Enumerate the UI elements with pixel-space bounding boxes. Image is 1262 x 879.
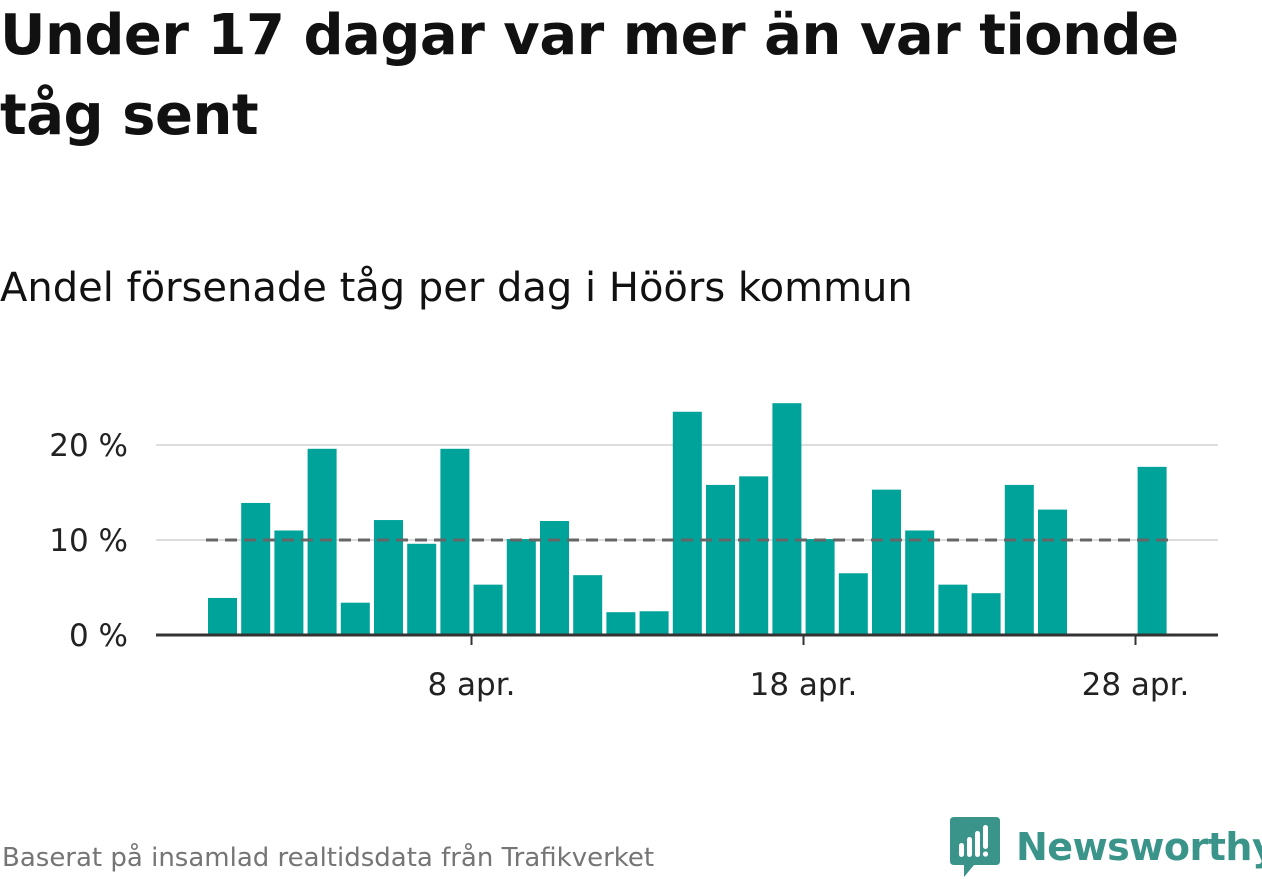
- bar: [606, 612, 636, 635]
- bar: [506, 539, 536, 635]
- bar: [540, 521, 569, 635]
- x-tick-label: 8 apr.: [427, 667, 515, 703]
- bar: [772, 403, 802, 635]
- bar: [374, 520, 403, 635]
- bar: [1038, 509, 1067, 635]
- chart-subtitle: Andel försenade tåg per dag i Höörs komm…: [0, 265, 913, 311]
- bar: [208, 597, 237, 635]
- bar: [1137, 466, 1167, 635]
- bar: [340, 602, 370, 635]
- bar: [274, 530, 304, 635]
- bar: [573, 575, 603, 635]
- bar: [639, 611, 669, 635]
- source-note: Baserat på insamlad realtidsdata från Tr…: [2, 843, 655, 873]
- bar: [407, 543, 437, 635]
- y-tick-label: 20 %: [49, 428, 128, 464]
- bar: [971, 593, 1001, 635]
- bar: [440, 448, 470, 635]
- bar: [241, 502, 271, 635]
- bar: [1004, 484, 1034, 635]
- bar: [473, 584, 503, 635]
- logo-dot: [982, 851, 989, 857]
- logo-bar-4: [983, 825, 988, 849]
- y-tick-label: 0 %: [69, 618, 128, 654]
- bar: [872, 489, 901, 635]
- x-tick-label: 18 apr.: [750, 667, 858, 703]
- bar: [706, 484, 735, 635]
- bars: [208, 403, 1167, 635]
- bar: [838, 573, 868, 635]
- logo-bar-3: [975, 831, 980, 857]
- chart-title: Under 17 dagar var mer än var tionde tåg…: [0, 3, 1179, 148]
- bar: [739, 476, 769, 635]
- logo-text: Newsworthy: [1016, 825, 1262, 869]
- bar: [938, 584, 968, 635]
- axes: 0 % 10 % 20 % 8 apr. 18 apr. 28 apr.: [49, 428, 1218, 703]
- bar: [905, 530, 935, 635]
- y-tick-label: 10 %: [49, 523, 128, 559]
- bar: [672, 411, 702, 635]
- logo-bar-2: [967, 837, 972, 857]
- logo-bar-1: [959, 843, 964, 857]
- bar: [805, 539, 835, 635]
- newsworthy-logo: Newsworthy: [950, 816, 1262, 878]
- bar: [307, 448, 337, 635]
- x-tick-label: 28 apr.: [1082, 667, 1190, 703]
- newsworthy-logo-icon: [950, 817, 1000, 877]
